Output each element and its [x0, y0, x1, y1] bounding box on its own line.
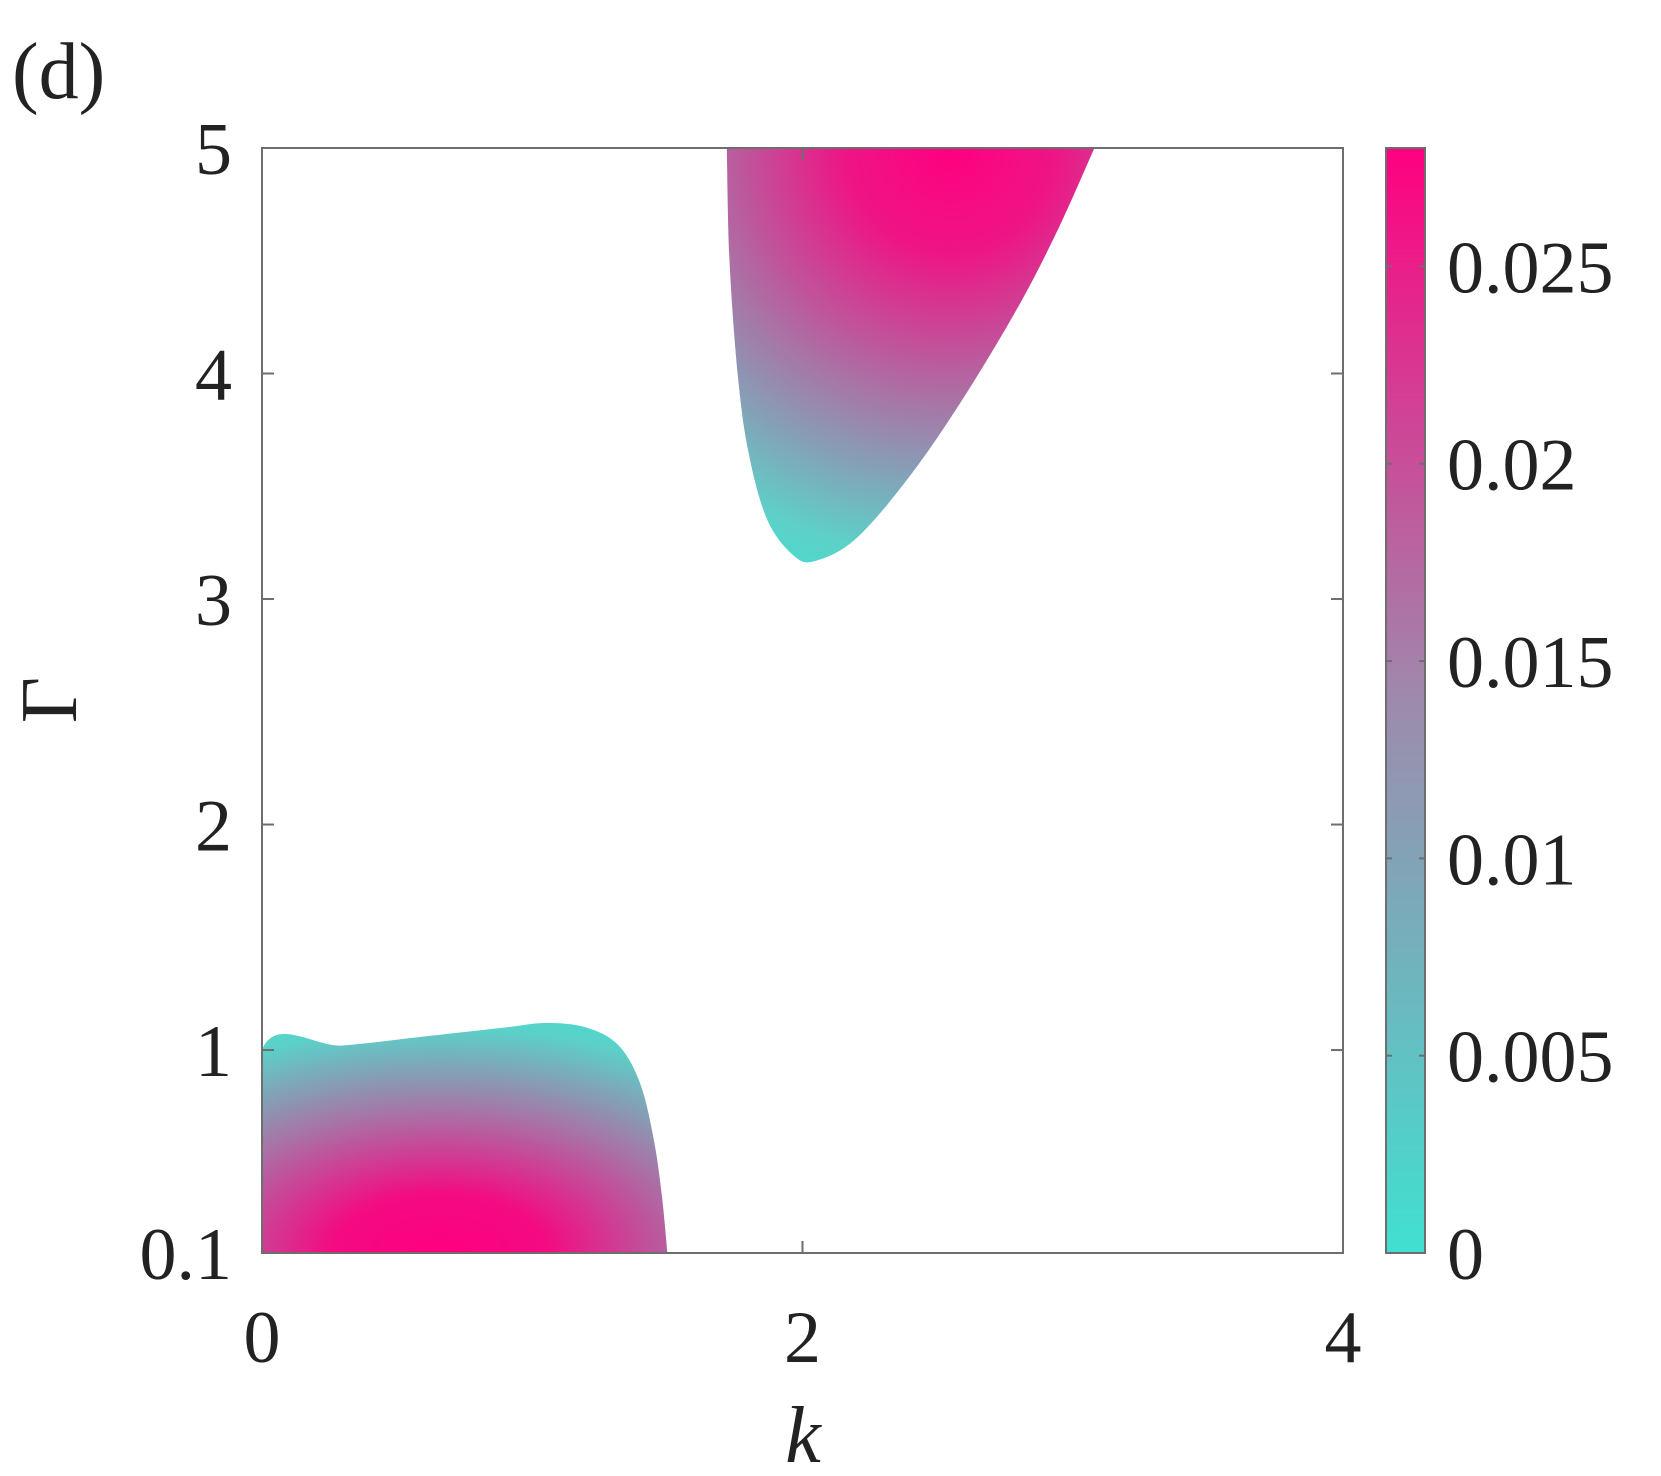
- heatmap-regions: [262, 148, 1095, 1253]
- x-axis-label: k: [785, 1392, 822, 1476]
- colorbar-tick-label: 0.025: [1447, 227, 1614, 309]
- region-low-gamma: [262, 1023, 668, 1253]
- x-tick-label: 4: [1325, 1297, 1362, 1379]
- y-tick-label: 5: [195, 109, 232, 191]
- colorbar: [1385, 147, 1426, 1254]
- panel-label: (d): [12, 28, 105, 116]
- y-tick-label: 1: [195, 1011, 232, 1093]
- x-tick-label: 0: [244, 1297, 281, 1379]
- y-axis: 0.1 1 2 3 4 5: [140, 109, 1343, 1296]
- y-tick-label: 2: [195, 786, 232, 868]
- colorbar-tick-label: 0.005: [1447, 1017, 1614, 1099]
- y-axis-label: Γ: [6, 677, 94, 723]
- region-high-gamma: [726, 148, 1095, 563]
- colorbar-tick-label: 0.015: [1447, 622, 1614, 704]
- colorbar-tick-label: 0: [1447, 1214, 1484, 1296]
- colorbar-tick-label: 0.01: [1447, 819, 1577, 901]
- x-axis: 0 2 4: [244, 148, 1362, 1379]
- x-tick-label: 2: [784, 1297, 821, 1379]
- colorbar-axis: 0 0.005 0.01 0.015 0.02 0.025: [1386, 227, 1614, 1296]
- y-tick-label: 3: [195, 560, 232, 642]
- y-tick-label: 4: [195, 335, 232, 417]
- y-tick-label: 0.1: [140, 1214, 233, 1296]
- colorbar-tick-label: 0.02: [1447, 425, 1577, 507]
